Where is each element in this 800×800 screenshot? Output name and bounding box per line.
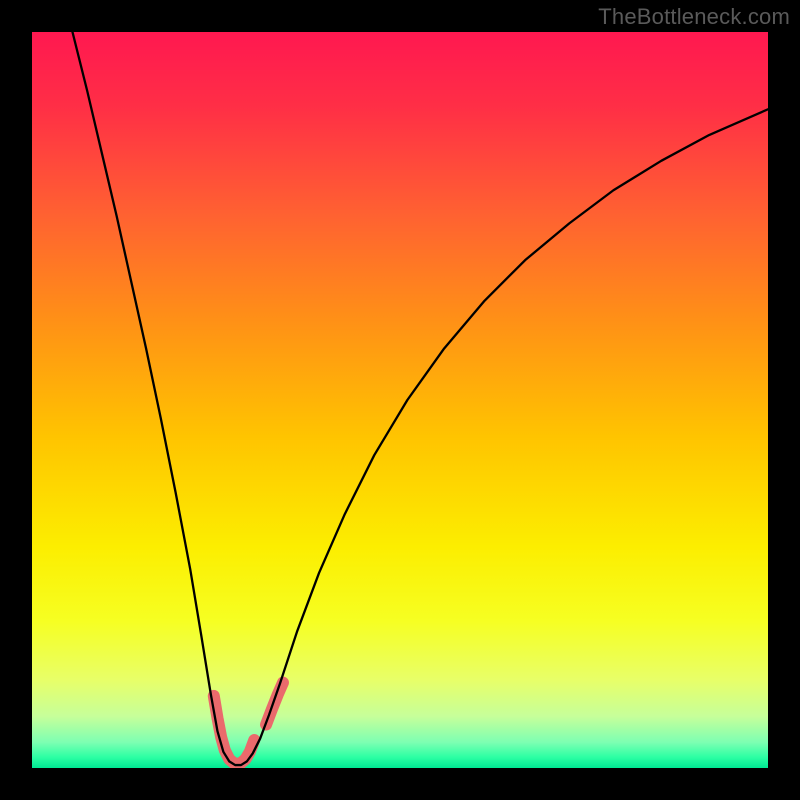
watermark-text: TheBottleneck.com [598,4,790,30]
chart-background [32,32,768,768]
plot-area [32,32,768,768]
chart-svg [32,32,768,768]
outer-frame: TheBottleneck.com [0,0,800,800]
